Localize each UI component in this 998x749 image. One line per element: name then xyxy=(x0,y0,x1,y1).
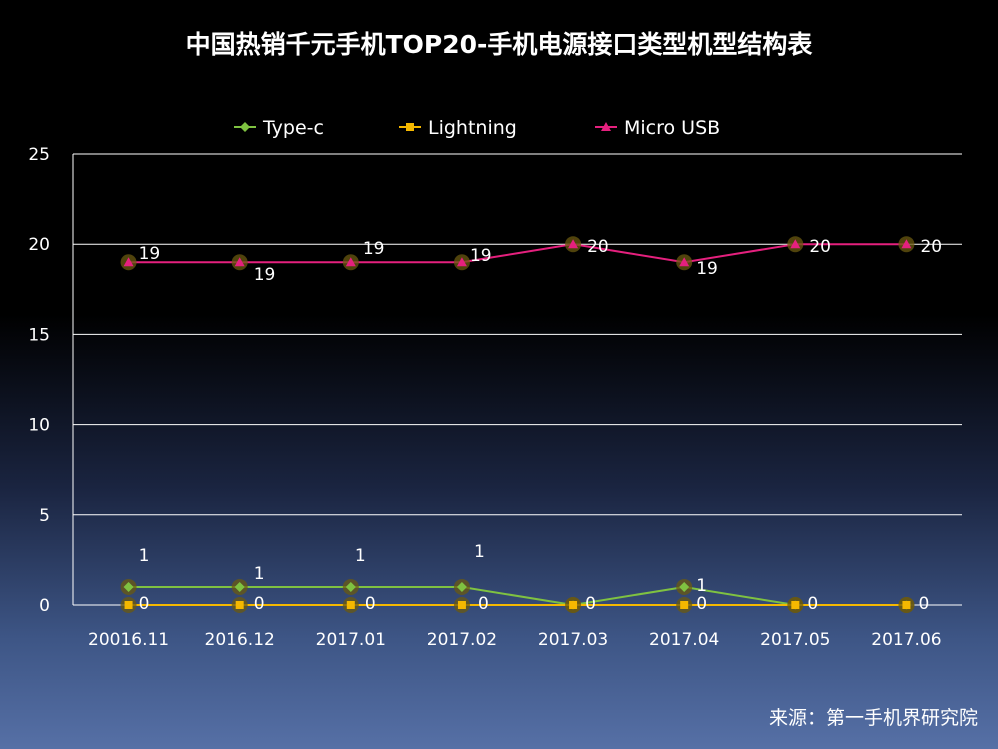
chart-title: 中国热销千元手机TOP20-手机电源接口类型机型结构表 xyxy=(186,30,814,59)
data-label: 19 xyxy=(696,259,718,279)
series-2-point-4-shape xyxy=(568,239,579,249)
chart-legend: Type-c Lightning Micro USB xyxy=(234,117,720,139)
y-tick-label: 0 xyxy=(39,596,50,616)
data-label: 0 xyxy=(139,594,150,614)
data-label: 19 xyxy=(470,246,492,266)
legend-item-2: Micro USB xyxy=(595,117,720,139)
x-tick-label: 2017.03 xyxy=(538,630,608,650)
x-tick-label: 20016.11 xyxy=(88,630,169,650)
series-2-point-5-shape xyxy=(679,257,690,267)
x-tick-label: 2016.12 xyxy=(205,630,275,650)
series-1-point-7 xyxy=(898,597,915,613)
series-1-point-2 xyxy=(342,597,359,613)
series-0-point-3 xyxy=(453,578,470,595)
data-label: 0 xyxy=(478,594,489,614)
y-tick-label: 10 xyxy=(28,416,50,436)
data-label: 0 xyxy=(807,594,818,614)
data-label: 19 xyxy=(139,244,161,264)
data-label: 0 xyxy=(918,594,929,614)
series-1-point-1 xyxy=(231,597,248,613)
legend-marker xyxy=(601,122,611,131)
x-tick-label: 2017.06 xyxy=(871,630,941,650)
series-1-point-5 xyxy=(676,597,693,613)
y-tick-label: 25 xyxy=(28,145,50,165)
x-tick-label: 2017.05 xyxy=(760,630,830,650)
source-note: 来源：第一手机界研究院 xyxy=(769,707,978,729)
data-label: 20 xyxy=(920,237,942,257)
y-tick-label: 15 xyxy=(28,325,50,345)
series-2-point-0-shape xyxy=(123,257,134,267)
data-label: 20 xyxy=(809,237,831,257)
series-2-point-7-shape xyxy=(901,239,912,249)
series-0-point-0-shape xyxy=(123,581,134,592)
legend-label: Type-c xyxy=(262,117,324,139)
series-1-point-4 xyxy=(565,597,582,613)
series-2-point-3-shape xyxy=(456,257,467,267)
series-0-point-1 xyxy=(231,578,248,595)
legend-marker xyxy=(240,122,250,132)
legend-item-1: Lightning xyxy=(399,117,517,139)
legend-label: Lightning xyxy=(428,117,517,139)
series-line-2 xyxy=(128,243,907,264)
data-label: 0 xyxy=(365,594,376,614)
series-2-point-3 xyxy=(453,254,470,271)
series-1-point-2-shape xyxy=(346,601,355,609)
y-tick-label: 20 xyxy=(28,235,50,255)
y-axis: 0 5 10 15 20 25 xyxy=(28,145,74,616)
series-2-point-1 xyxy=(231,254,248,271)
legend-marker xyxy=(406,123,414,131)
x-tick-label: 2017.01 xyxy=(316,630,386,650)
series-1-point-1-shape xyxy=(235,601,244,609)
series-0-point-0 xyxy=(120,578,137,595)
series-0-point-2-shape xyxy=(345,581,356,592)
data-label: 19 xyxy=(254,265,276,285)
y-tick-label: 5 xyxy=(39,506,50,526)
series-0-point-5 xyxy=(676,578,693,595)
x-tick-label: 2017.04 xyxy=(649,630,719,650)
data-label: 1 xyxy=(254,564,265,584)
series-line-0 xyxy=(128,585,907,607)
series-0-point-5-shape xyxy=(679,581,690,592)
series-1-point-3 xyxy=(453,597,470,613)
series-2-point-1-shape xyxy=(234,257,245,267)
data-label: 19 xyxy=(363,239,385,259)
series-1-point-4-shape xyxy=(569,601,578,609)
data-label: 20 xyxy=(587,237,609,257)
series-2-point-6 xyxy=(787,236,804,253)
series-2-point-4 xyxy=(565,236,582,253)
x-axis: 20016.11 2016.12 2017.01 2017.02 2017.03 2017… xyxy=(88,630,942,650)
series-1-point-3-shape xyxy=(457,601,466,609)
series-2-point-5 xyxy=(676,254,693,271)
data-label: 1 xyxy=(355,546,366,566)
legend-item-0: Type-c xyxy=(234,117,324,139)
series-0-point-3-shape xyxy=(456,581,467,592)
series-1-point-0 xyxy=(120,597,137,613)
data-label: 1 xyxy=(139,546,150,566)
series-0-point-1-shape xyxy=(234,581,245,592)
series-2-point-7 xyxy=(898,236,915,253)
data-label: 0 xyxy=(254,594,265,614)
series-1-point-6 xyxy=(787,597,804,613)
series-1-point-7-shape xyxy=(902,601,911,609)
chart-series xyxy=(120,236,915,613)
data-label: 0 xyxy=(585,594,596,614)
x-tick-label: 2017.02 xyxy=(427,630,497,650)
series-1-point-6-shape xyxy=(791,601,800,609)
data-label: 1 xyxy=(696,576,707,596)
data-label: 1 xyxy=(474,542,485,562)
chart-gridlines xyxy=(73,153,962,606)
series-1-point-0-shape xyxy=(124,601,133,609)
series-2-point-2 xyxy=(342,254,359,271)
series-2-point-0 xyxy=(120,254,137,271)
legend-label: Micro USB xyxy=(624,117,720,139)
series-1-point-5-shape xyxy=(680,601,689,609)
data-label: 0 xyxy=(696,594,707,614)
series-2-point-2-shape xyxy=(345,257,356,267)
series-0-point-2 xyxy=(342,578,359,595)
series-2-point-6-shape xyxy=(790,239,801,249)
